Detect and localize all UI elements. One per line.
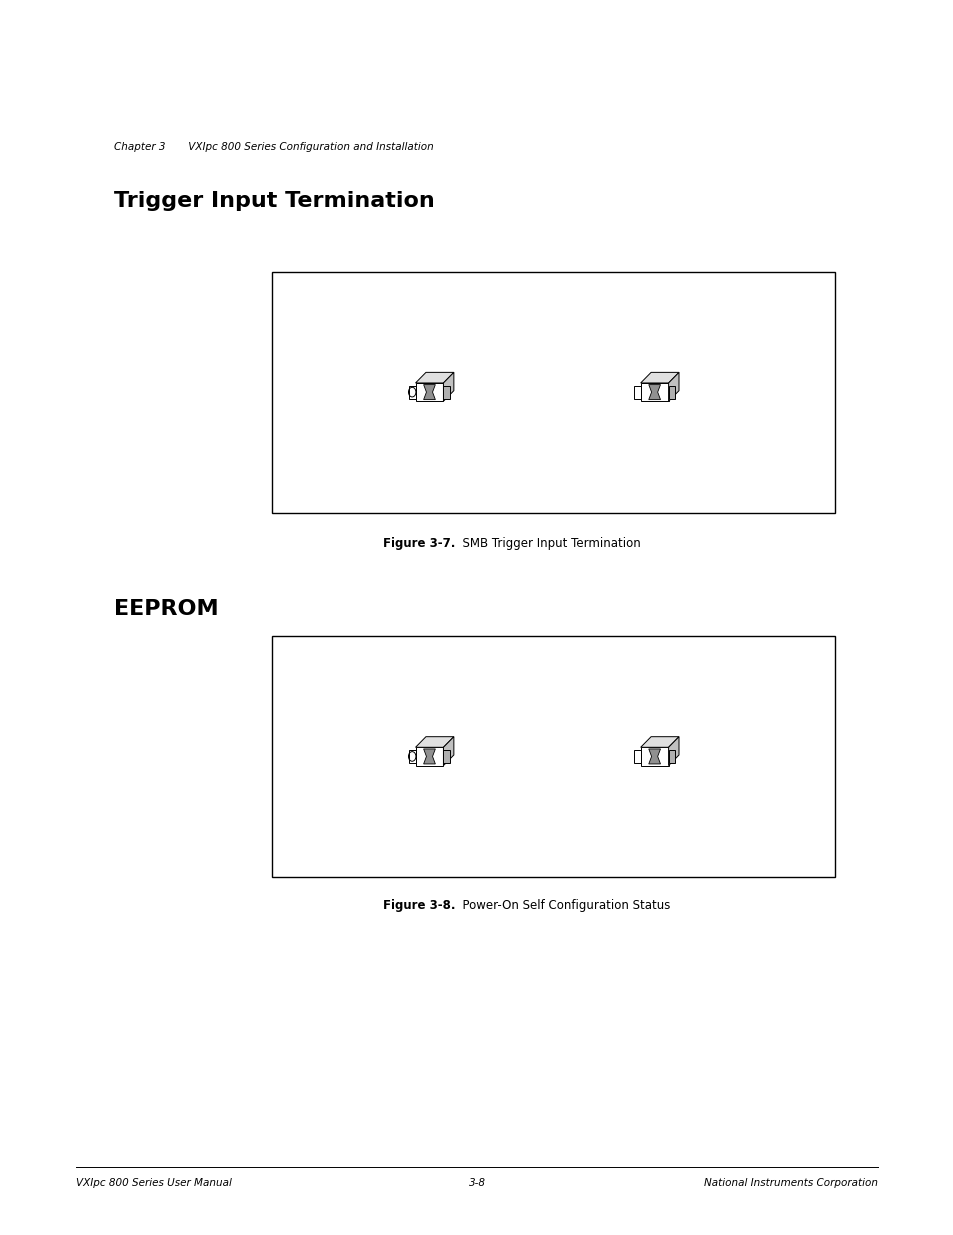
Text: Figure 3-8.: Figure 3-8. [382, 899, 455, 913]
Text: EEPROM: EEPROM [114, 599, 219, 619]
Text: Figure 3-7.: Figure 3-7. [382, 537, 455, 551]
Text: Trigger Input Termination: Trigger Input Termination [114, 191, 435, 211]
Polygon shape [668, 373, 679, 401]
Text: 3-8: 3-8 [468, 1178, 485, 1188]
Polygon shape [416, 373, 454, 383]
Polygon shape [416, 383, 443, 401]
Text: National Instruments Corporation: National Instruments Corporation [703, 1178, 877, 1188]
Text: Power-On Self Configuration Status: Power-On Self Configuration Status [455, 899, 670, 913]
Polygon shape [443, 750, 450, 763]
Polygon shape [443, 385, 450, 399]
Polygon shape [409, 385, 416, 399]
Polygon shape [416, 747, 443, 766]
Polygon shape [634, 385, 640, 399]
Polygon shape [634, 750, 640, 763]
Polygon shape [416, 737, 454, 747]
Polygon shape [668, 385, 675, 399]
Text: Chapter 3       VXIpc 800 Series Configuration and Installation: Chapter 3 VXIpc 800 Series Configuration… [114, 142, 434, 152]
Polygon shape [648, 384, 659, 400]
Polygon shape [648, 748, 659, 764]
Polygon shape [668, 737, 679, 766]
Polygon shape [668, 750, 675, 763]
Polygon shape [640, 737, 679, 747]
Bar [272, 636, 834, 877]
Polygon shape [423, 748, 435, 764]
Polygon shape [640, 747, 668, 766]
Text: SMB Trigger Input Termination: SMB Trigger Input Termination [455, 537, 640, 551]
Polygon shape [409, 750, 416, 763]
Polygon shape [640, 383, 668, 401]
Polygon shape [443, 373, 454, 401]
Text: VXIpc 800 Series User Manual: VXIpc 800 Series User Manual [76, 1178, 232, 1188]
Bar [272, 272, 834, 513]
Polygon shape [443, 737, 454, 766]
Polygon shape [640, 373, 679, 383]
Polygon shape [423, 384, 435, 400]
